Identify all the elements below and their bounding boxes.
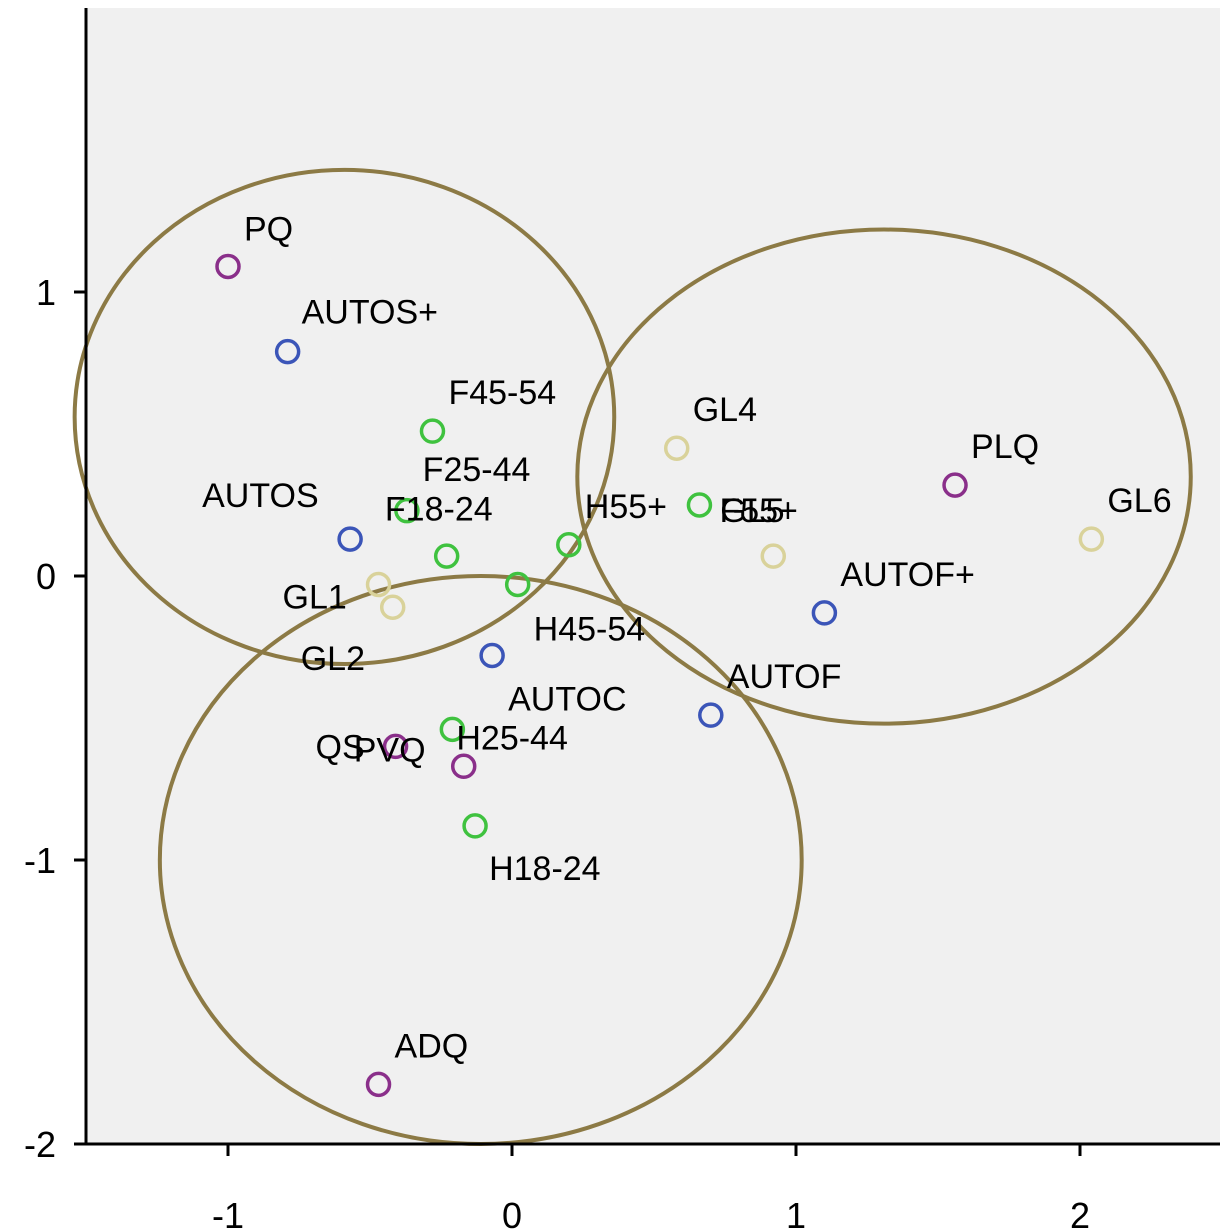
- point-label-f25-44: F25-44: [423, 451, 531, 489]
- y-tick-label: -2: [24, 1124, 56, 1165]
- point-label-f45-54: F45-54: [448, 374, 556, 412]
- point-label-autos: AUTOS: [202, 477, 319, 515]
- point-label-gl4: GL4: [693, 391, 757, 429]
- point-label-gl6: GL6: [1107, 482, 1171, 520]
- x-tick-label: 2: [1070, 1195, 1090, 1232]
- point-label-autof: AUTOF: [727, 658, 842, 696]
- point-label-autof-plus: AUTOF+: [840, 556, 974, 594]
- y-tick-label: 0: [36, 556, 56, 597]
- point-label-h25-44: H25-44: [456, 719, 568, 757]
- point-label-h55-plus: H55+: [585, 488, 667, 526]
- point-label-gl2: GL2: [301, 640, 365, 678]
- x-tick-label: -1: [212, 1195, 244, 1232]
- point-label-h45-54: H45-54: [534, 611, 646, 649]
- point-label-h18-24: H18-24: [489, 850, 601, 888]
- x-tick-label: 1: [786, 1195, 806, 1232]
- point-label-autos-plus: AUTOS+: [302, 294, 438, 332]
- point-label-f18-24: F18-24: [385, 491, 493, 529]
- point-label-plq: PLQ: [971, 428, 1039, 466]
- y-tick-label: -1: [24, 840, 56, 881]
- plot-background: [86, 8, 1220, 1144]
- point-label-adq: ADQ: [395, 1027, 469, 1065]
- point-label-gl1: GL1: [283, 579, 347, 617]
- x-tick-label: 0: [502, 1195, 522, 1232]
- point-label-gl5: GL5: [720, 492, 784, 530]
- point-label-autoc: AUTOC: [508, 681, 626, 719]
- point-label-pvq: PVQ: [354, 731, 426, 769]
- y-tick-label: 1: [36, 272, 56, 313]
- point-label-pq: PQ: [244, 210, 293, 248]
